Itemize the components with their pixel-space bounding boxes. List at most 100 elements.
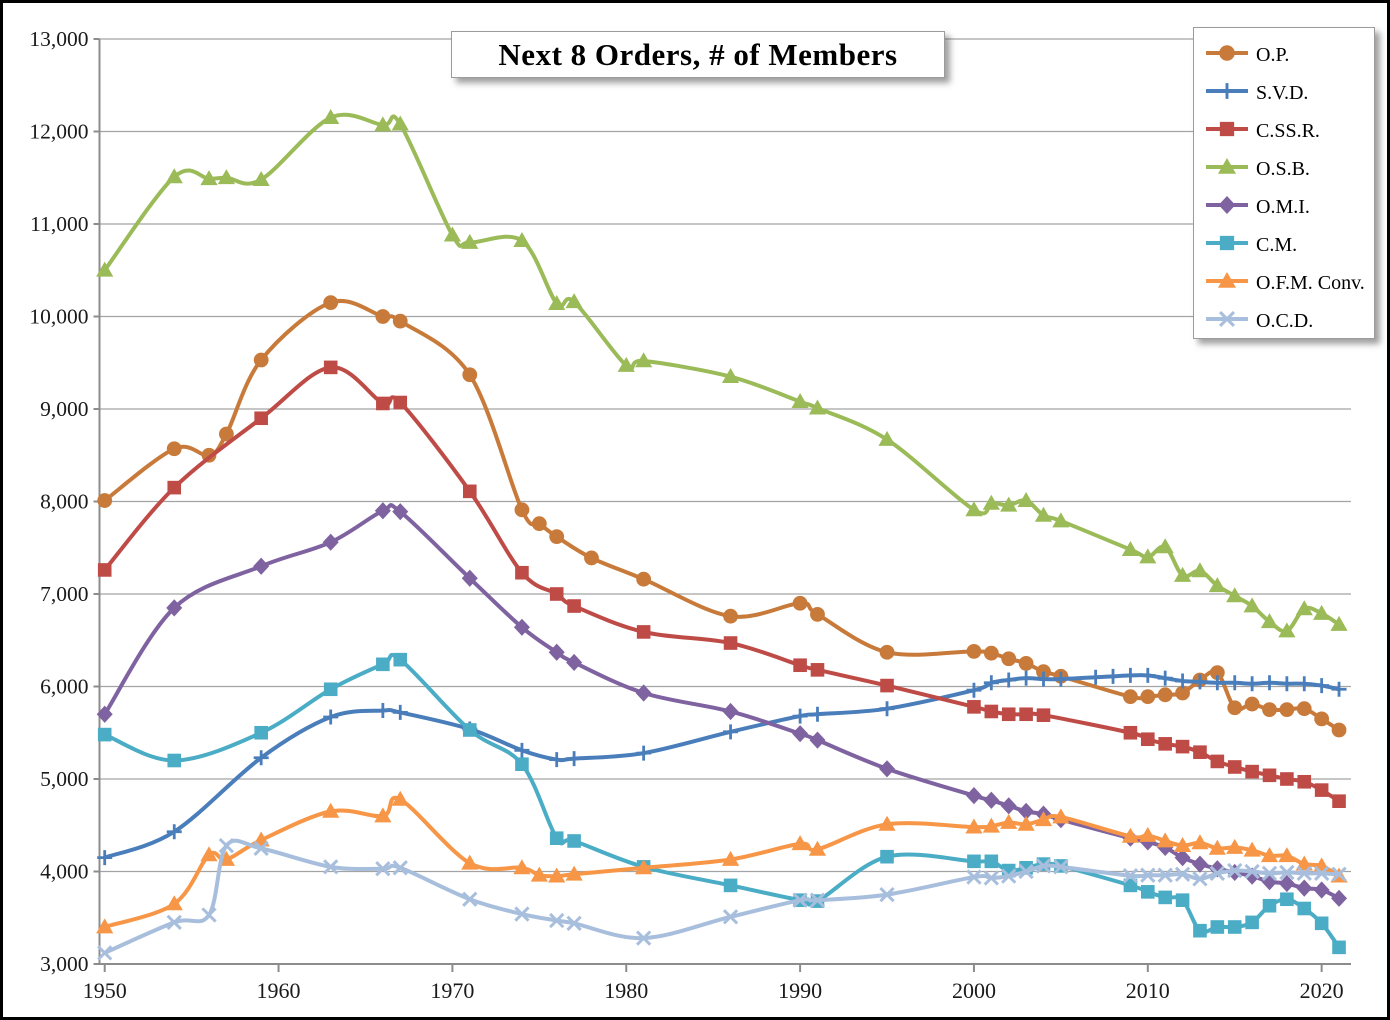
marker-triangle [1052, 808, 1070, 824]
marker-square [549, 587, 564, 601]
marker-square [1297, 901, 1312, 916]
marker-square [376, 657, 390, 672]
x-axis-label: 1990 [778, 978, 822, 1003]
marker-plus [1192, 674, 1208, 690]
y-axis-label: 13,000 [29, 27, 88, 51]
series-markers [97, 667, 1347, 866]
marker-triangle [165, 168, 183, 184]
marker-plus [1053, 671, 1069, 687]
marker-x [166, 914, 182, 931]
marker-square [1158, 737, 1172, 751]
marker-diamond [1139, 833, 1156, 851]
marker-square [1227, 760, 1242, 774]
marker-plus [166, 824, 182, 840]
legend-item-cm: C.M. [1204, 226, 1374, 264]
marker-triangle [530, 866, 548, 882]
marker-plus [1001, 672, 1017, 688]
marker-circle [792, 595, 808, 611]
marker-x [392, 860, 408, 876]
marker-triangle [1278, 847, 1296, 863]
marker-plus [323, 709, 339, 725]
marker-circle [983, 645, 999, 661]
marker-circle [636, 571, 652, 587]
marker-triangle [1121, 541, 1140, 556]
marker-square [323, 682, 338, 697]
marker-triangle [1052, 512, 1070, 528]
marker-triangle [1173, 566, 1192, 582]
y-axis-label: 12,000 [29, 120, 88, 144]
series-markers [96, 502, 1348, 907]
marker-circle [1279, 702, 1295, 718]
marker-circle [166, 441, 182, 457]
marker-diamond [1296, 879, 1313, 897]
marker-triangle [1017, 491, 1035, 507]
marker-triangle [878, 430, 896, 446]
x-axis-label: 2010 [1126, 978, 1170, 1003]
marker-diamond [513, 618, 530, 636]
marker-square [1193, 745, 1207, 759]
series-cssr [97, 360, 1346, 808]
marker-triangle [322, 802, 340, 818]
marker-plus [809, 706, 825, 722]
marker-square [1245, 915, 1259, 930]
marker-diamond [374, 502, 391, 520]
marker-square [880, 849, 894, 864]
marker-plus [514, 742, 530, 758]
legend-label: C.M. [1256, 233, 1298, 256]
marker-triangle [1295, 600, 1313, 616]
y-axis-label: 11,000 [30, 212, 88, 236]
x-axis-label: 1980 [604, 978, 648, 1003]
legend-item-cssr: C.SS.R. [1204, 112, 1374, 150]
marker-triangle [461, 233, 479, 249]
series-markers [97, 837, 1347, 961]
marker-square [515, 565, 529, 580]
marker-diamond [1331, 889, 1348, 907]
marker-square [1314, 783, 1329, 797]
marker-diamond [722, 702, 739, 721]
marker-diamond [166, 599, 183, 617]
marker-diamond [879, 760, 896, 778]
marker-square [723, 636, 738, 650]
legend-label: O.S.B. [1256, 157, 1310, 180]
x-axis-label: 1970 [430, 978, 474, 1003]
x-axis-label: 1960 [257, 978, 301, 1003]
marker-diamond [1209, 860, 1226, 878]
marker-diamond [461, 569, 478, 587]
plot-area: 3,000 4,000 5,000 6,000 7,000 8,000 9,000 10,00… [29, 27, 1351, 1003]
series-markers [97, 295, 1347, 738]
marker-triangle [165, 895, 183, 911]
marker-triangle [391, 790, 409, 806]
x-axis-label: 2000 [952, 978, 996, 1003]
legend-swatch-square-icon [1204, 231, 1256, 260]
marker-square [1141, 885, 1155, 899]
marker-x [1140, 867, 1156, 883]
marker-plus [392, 704, 408, 720]
marker-plus [792, 708, 808, 724]
y-axis-label: 3,000 [40, 952, 88, 976]
marker-square [515, 757, 529, 771]
marker-square [97, 727, 112, 742]
marker-triangle [513, 232, 531, 248]
y-axis-label: 9,000 [40, 397, 88, 421]
marker-triangle [461, 854, 479, 870]
marker-circle [1227, 700, 1243, 716]
marker-triangle [252, 171, 270, 186]
marker-diamond [1278, 874, 1295, 893]
marker-square [462, 723, 477, 737]
marker-triangle [443, 226, 461, 242]
legend-label: O.P. [1256, 43, 1290, 66]
marker-x [1279, 864, 1295, 881]
marker-x [1331, 866, 1347, 882]
marker-triangle [1017, 815, 1035, 831]
marker-triangle [791, 835, 809, 851]
marker-triangle [721, 368, 740, 384]
marker-triangle [96, 261, 114, 277]
marker-square [1158, 890, 1172, 905]
marker-x [1018, 863, 1034, 880]
legend-item-svd: S.V.D. [1204, 74, 1374, 112]
marker-triangle [1191, 562, 1209, 578]
marker-x [514, 906, 530, 922]
marker-square [1297, 774, 1312, 789]
marker-plus [1296, 676, 1312, 692]
marker-triangle [374, 807, 392, 823]
